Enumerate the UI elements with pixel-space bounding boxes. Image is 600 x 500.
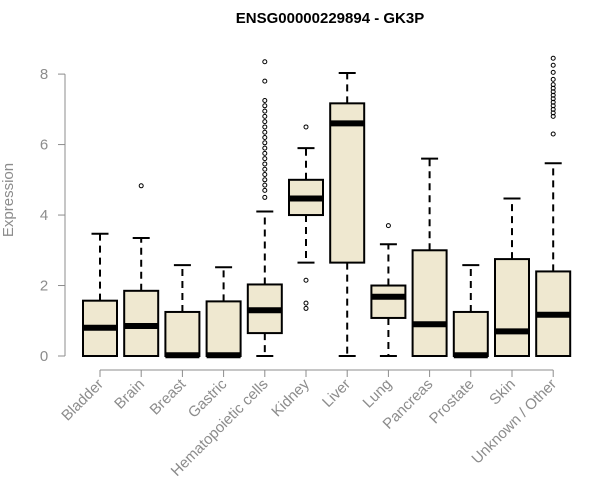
outlier-point [262,113,268,119]
outlier-point [262,194,268,200]
box-hematopoietic-cells [246,59,283,357]
box-prostate [452,264,489,359]
outlier-point [262,145,268,151]
outlier-point [262,78,268,84]
outlier-point [262,108,268,114]
box-iqr [329,102,366,264]
outlier-point [262,161,268,167]
outlier-point [262,119,268,125]
outlier-point [550,82,556,88]
chart-title: ENSG00000229894 - GK3P [236,10,424,27]
outlier-point [262,140,268,146]
x-tick-label: Kidney [268,375,313,420]
y-tick-label: 6 [40,137,48,154]
outlier-point [303,300,309,306]
box-skin [494,197,530,358]
box-iqr [452,310,489,358]
box-brain [123,183,160,357]
outlier-point [262,172,268,178]
x-tick-label: Liver [319,376,354,411]
outlier-point [262,59,268,65]
outlier-point [262,129,268,135]
outlier-point [138,183,144,189]
box-pancreas [411,157,448,358]
box-kidney [288,124,324,311]
box-iqr [411,249,448,358]
box-gastric [205,266,242,359]
box-unknown-other [535,55,572,357]
box-breast [164,264,201,359]
outlier-point [262,124,268,130]
outlier-point [550,131,556,137]
outlier-point [550,55,556,61]
outlier-point [303,277,309,283]
box-bladder [82,232,118,357]
x-tick-label: Prostate [426,376,478,428]
outlier-point [262,156,268,162]
y-tick-label: 8 [40,66,48,83]
box-lung [370,223,407,357]
outlier-point [550,76,556,82]
y-tick-label: 2 [40,278,48,295]
box-iqr [164,310,201,358]
y-tick-label: 0 [40,348,48,365]
box-iqr [205,300,242,357]
y-axis-label: Expression [0,163,17,237]
box-iqr [494,258,530,358]
outlier-point [303,124,309,130]
box-series [82,55,572,359]
outlier-point [385,223,391,229]
outlier-point [262,166,268,172]
box-iqr [370,284,407,319]
x-tick-label: Breast [147,375,190,418]
outlier-point [262,182,268,188]
x-tick-label: Lung [360,376,396,412]
outlier-point [262,177,268,183]
outlier-point [550,62,556,68]
outlier-point [262,98,268,104]
y-tick-label: 4 [40,207,48,224]
box-liver [329,72,366,357]
outlier-point [262,135,268,141]
y-axis-ticks: 0 2 4 6 8 [40,66,65,365]
x-tick-label: Brain [111,376,148,413]
outlier-point [303,305,309,311]
x-tick-label: Skin [486,376,519,409]
outlier-point [262,187,268,193]
outlier-point [262,103,268,109]
outlier-point [550,69,556,75]
x-tick-label: Bladder [58,376,107,425]
outlier-point [262,150,268,156]
